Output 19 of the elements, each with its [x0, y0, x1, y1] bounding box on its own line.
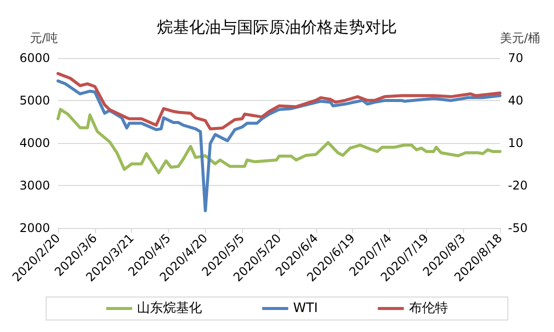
legend-label: 山东烷基化 — [137, 301, 202, 316]
y-tick-label: 5000 — [19, 94, 50, 108]
line-series — [56, 72, 502, 130]
y2-tick-label: 40 — [508, 94, 524, 108]
line-series — [56, 108, 502, 174]
y2-tick-label: 10 — [508, 136, 524, 150]
y2-tick-label: -50 — [508, 221, 528, 235]
y-axis-title: 元/吨 — [30, 31, 58, 45]
y-tick-label: 3000 — [19, 178, 50, 192]
y2-axis-title: 美元/桶 — [500, 31, 540, 45]
line-series — [56, 79, 502, 212]
chart-title: 烷基化油与国际原油价格走势对比 — [157, 18, 397, 36]
legend-label: WTI — [293, 301, 318, 316]
y2-tick-label: -20 — [508, 178, 528, 192]
legend-label: 布伦特 — [408, 301, 448, 316]
y-tick-label: 4000 — [19, 136, 50, 150]
y-tick-label: 6000 — [19, 51, 50, 65]
y2-tick-label: 70 — [508, 51, 524, 65]
y-tick-label: 2000 — [19, 221, 50, 235]
